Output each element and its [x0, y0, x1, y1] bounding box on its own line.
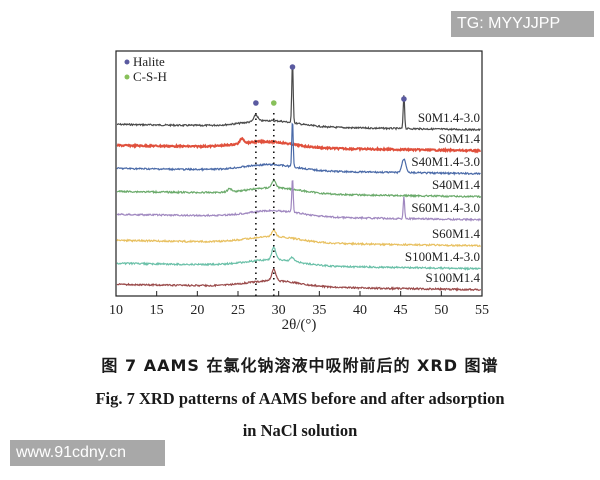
x-tick-label: 55: [475, 303, 489, 318]
x-tick-label: 15: [150, 303, 164, 318]
halite-marker-icon: [253, 100, 259, 106]
series-label: S40M1.4: [432, 177, 481, 192]
trace-S40M1.4-3.0: [116, 122, 481, 176]
trace-S100M1.4: [116, 268, 482, 292]
trace-S100M1.4-3.0: [116, 245, 481, 271]
legend-label: C-S-H: [133, 69, 167, 84]
series-labels: S0M1.4-3.0 S0M1.4 S40M1.4-3.0 S40M1.4 S60M1.…: [405, 110, 481, 285]
series-label: S40M1.4-3.0: [411, 154, 480, 169]
caption-english-line2: in NaCl solution: [242, 421, 358, 440]
csh-legend-icon: [124, 74, 130, 80]
x-tick-label: 50: [434, 303, 448, 318]
series-label: S60M1.4-3.0: [411, 200, 480, 215]
x-tick-label: 20: [190, 303, 204, 318]
series-traces: [116, 65, 482, 292]
x-tick-label: 30: [272, 303, 286, 318]
series-label: S100M1.4-3.0: [405, 249, 480, 264]
legend-label: Halite: [133, 54, 165, 69]
phase-markers: [253, 64, 407, 106]
caption-chinese: 图 7 AAMS 在氯化钠溶液中吸附前后的 XRD 图谱: [101, 356, 499, 375]
halite-marker-icon: [401, 96, 407, 102]
series-label: S0M1.4-3.0: [418, 110, 480, 125]
xrd-chart: S0M1.4-3.0 S0M1.4 S40M1.4-3.0 S40M1.4 S60M1.…: [109, 50, 489, 333]
trace-S0M1.4-3.0: [116, 65, 481, 132]
halite-legend-icon: [124, 59, 130, 65]
trace-S60M1.4: [116, 228, 482, 248]
watermark-bottom-left: www.91cdny.cn: [10, 440, 165, 466]
csh-marker-icon: [270, 100, 277, 106]
x-tick-label: 45: [394, 303, 408, 318]
x-tick-label: 40: [353, 303, 367, 318]
caption-english-line1: Fig. 7 XRD patterns of AAMS before and a…: [95, 389, 505, 408]
series-label: S100M1.4: [425, 270, 480, 285]
x-tick-label: 25: [231, 303, 245, 318]
trace-S60M1.4-3.0: [116, 180, 482, 222]
watermark-top-right: TG: MYYJJPP: [451, 11, 594, 37]
x-tick-label: 10: [109, 303, 123, 318]
series-label: S0M1.4: [438, 131, 480, 146]
trace-S40M1.4: [116, 178, 482, 199]
plot-frame: [115, 50, 483, 297]
series-label: S60M1.4: [432, 226, 481, 241]
trace-S0M1.4: [116, 136, 481, 154]
x-tick-label: 35: [312, 303, 326, 318]
halite-marker-icon: [289, 64, 296, 70]
x-axis-ticks: 10 15 20 25 30 35 40 45 50 55: [109, 291, 489, 318]
x-axis-label: 2θ/(°): [282, 317, 317, 333]
